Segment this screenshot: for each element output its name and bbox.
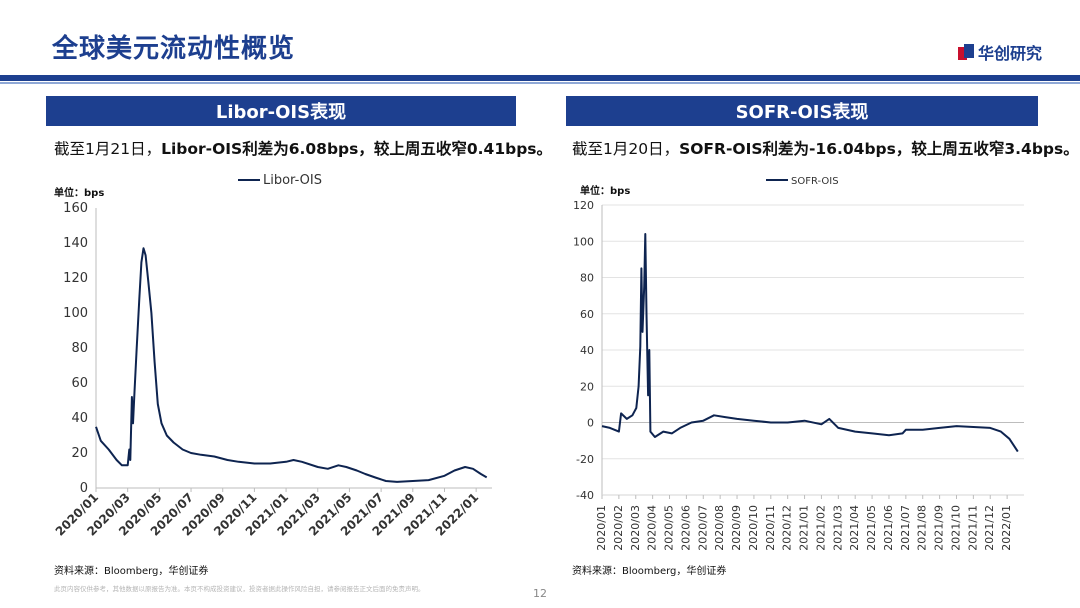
y-tick-label: 100 — [573, 235, 594, 248]
brand-name: 华创研究 — [977, 44, 1042, 63]
y-tick-label: 140 — [63, 236, 88, 251]
disclaimer-text: 此页内容仅供参考，其他数据以原报告为准。本页不构成投资建议，投资者据此操作风险自… — [54, 585, 425, 593]
y-tick-label: 80 — [580, 272, 594, 285]
y-tick-label: 60 — [71, 376, 88, 391]
right-panel-subtitle: 截至1月20日，SOFR-OIS利差为-16.04bps，较上周五收窄3.4bp… — [572, 140, 1079, 158]
x-tick-label: 2020/01 — [595, 505, 608, 551]
page-number: 12 — [533, 587, 547, 600]
x-tick-label: 2021/06 — [882, 505, 895, 551]
y-tick-label: -20 — [576, 453, 594, 466]
x-tick-label: 2020/06 — [679, 505, 692, 551]
y-tick-label: 40 — [580, 344, 594, 357]
x-tick-label: 2021/01 — [798, 505, 811, 551]
unit-label: 单位：bps — [580, 184, 630, 197]
x-tick-label: 2020/08 — [713, 505, 726, 551]
x-tick-label: 2020/02 — [612, 505, 625, 551]
brand-mark-icon — [957, 44, 974, 60]
y-tick-label: 0 — [80, 481, 88, 496]
x-tick-label: 2021/12 — [983, 505, 996, 551]
x-tick-label: 2022/01 — [1000, 505, 1013, 551]
legend-label: SOFR-OIS — [791, 176, 839, 187]
x-tick-label: 2020/03 — [629, 505, 642, 551]
y-tick-label: 160 — [63, 201, 88, 216]
libor-ois-chart: 0204060801001201401602020/012020/032020/… — [53, 173, 492, 539]
legend-label: Libor-OIS — [263, 173, 322, 188]
x-tick-label: 2020/12 — [781, 505, 794, 551]
series-line — [601, 233, 1019, 453]
x-tick-label: 2020/05 — [663, 505, 676, 551]
brand-logo: 华创研究 — [957, 40, 1042, 64]
left-panel-subtitle: 截至1月21日，Libor-OIS利差为6.08bps，较上周五收窄0.41bp… — [54, 140, 553, 158]
y-tick-label: 20 — [71, 446, 88, 461]
x-tick-label: 2021/09 — [933, 505, 946, 551]
left-source-note: 资料来源：Bloomberg，华创证券 — [54, 566, 209, 577]
y-tick-label: 100 — [63, 306, 88, 321]
y-tick-label: 0 — [587, 417, 594, 430]
unit-label: 单位：bps — [54, 186, 104, 199]
y-tick-label: 80 — [71, 341, 88, 356]
y-tick-label: 20 — [580, 380, 594, 393]
right-panel-header: SOFR-OIS表现 — [566, 96, 1038, 126]
x-tick-label: 2020/04 — [646, 505, 659, 551]
x-tick-label: 2020/07 — [696, 505, 709, 551]
x-tick-label: 2021/08 — [916, 505, 929, 551]
x-tick-label: 2021/03 — [831, 505, 844, 551]
y-tick-label: 60 — [580, 308, 594, 321]
x-tick-label: 2021/04 — [848, 505, 861, 551]
sofr-ois-chart: -40 -20 0 20 40 60 80 100 120 2020/01 2020/02 2020/… — [573, 176, 1024, 551]
header-divider-thin — [0, 82, 1080, 84]
x-tick-label: 2021/02 — [814, 505, 827, 551]
x-tick-label: 2021/11 — [966, 505, 979, 551]
x-tick-label: 2020/10 — [747, 505, 760, 551]
x-tick-label: 2020/09 — [730, 505, 743, 551]
page-title: 全球美元流动性概览 — [52, 34, 296, 64]
left-panel-header: Libor-OIS表现 — [46, 96, 516, 126]
x-tick-label: 2021/07 — [899, 505, 912, 551]
y-tick-label: 120 — [63, 271, 88, 286]
x-tick-label: 2021/05 — [865, 505, 878, 551]
x-tick-label: 2020/11 — [764, 505, 777, 551]
y-tick-label: 120 — [573, 199, 594, 212]
header-divider — [0, 75, 1080, 81]
right-source-note: 资料来源：Bloomberg，华创证券 — [572, 566, 727, 577]
y-tick-label: -40 — [576, 489, 594, 502]
y-tick-label: 40 — [71, 411, 88, 426]
series-line — [95, 247, 488, 483]
x-tick-label: 2021/10 — [949, 505, 962, 551]
